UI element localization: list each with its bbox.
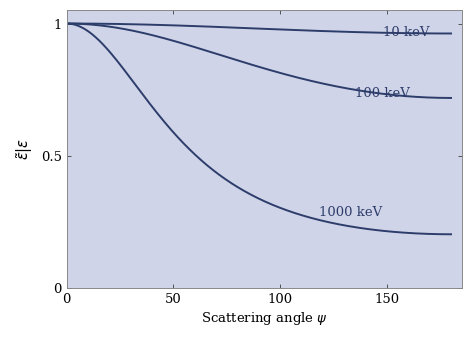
Text: 100 keV: 100 keV [355, 87, 410, 100]
X-axis label: Scattering angle $\psi$: Scattering angle $\psi$ [201, 310, 327, 327]
Y-axis label: $\tilde{\varepsilon}|\varepsilon$: $\tilde{\varepsilon}|\varepsilon$ [14, 138, 35, 160]
Text: 10 keV: 10 keV [383, 26, 429, 39]
Text: 1000 keV: 1000 keV [318, 206, 382, 219]
